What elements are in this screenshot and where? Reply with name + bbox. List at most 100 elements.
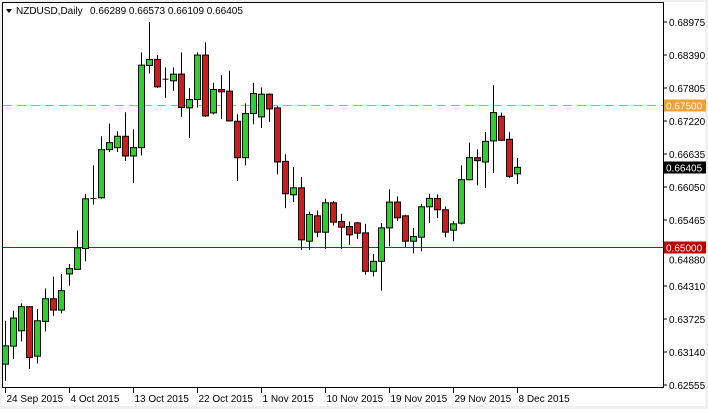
y-tick-label: 0.66635 <box>669 150 706 161</box>
candle <box>98 136 105 199</box>
plot-border <box>2 2 664 388</box>
candle <box>290 167 297 203</box>
candle <box>106 123 113 152</box>
dropdown-triangle-icon[interactable] <box>6 9 12 13</box>
y-tick-label: 0.67805 <box>669 84 706 95</box>
candle <box>154 55 161 88</box>
x-tick-label: 4 Oct 2015 <box>71 394 120 405</box>
candle-body <box>450 223 457 231</box>
candle <box>194 52 201 108</box>
candle <box>186 88 193 138</box>
candle <box>234 114 241 182</box>
candle-body <box>458 179 465 224</box>
candle <box>26 306 33 370</box>
x-tick-label: 19 Nov 2015 <box>391 394 448 405</box>
candle-body <box>98 149 105 199</box>
candle-body <box>338 220 345 228</box>
ohlc-readout: 0.66289 0.66573 0.66109 0.66405 <box>90 6 243 17</box>
x-tick-label: 10 Nov 2015 <box>327 394 384 405</box>
candle <box>114 131 121 152</box>
candle <box>426 193 433 224</box>
candle <box>210 82 217 115</box>
price-level-tag <box>664 99 706 112</box>
candle-body <box>258 93 265 118</box>
candle <box>42 288 49 332</box>
candle <box>250 82 257 125</box>
candle <box>66 263 73 286</box>
candle-body <box>498 115 505 141</box>
candle <box>242 103 249 166</box>
y-tick-label: 0.63725 <box>669 315 706 326</box>
candle-body <box>362 232 369 272</box>
x-tick-label: 22 Oct 2015 <box>199 394 254 405</box>
candle-body <box>122 135 129 157</box>
candle-body <box>346 226 353 236</box>
candle <box>306 211 313 250</box>
candle-body <box>298 187 305 241</box>
candle-body <box>490 112 497 142</box>
candle <box>90 165 97 205</box>
candle-body <box>106 142 113 151</box>
price-level-tag <box>664 241 706 254</box>
candle <box>482 131 489 189</box>
candle-body <box>218 89 225 93</box>
candle <box>314 210 321 238</box>
candle-body <box>330 202 337 223</box>
candle <box>362 223 369 275</box>
y-tick-label: 0.68390 <box>669 51 706 62</box>
y-tick-label: 0.64310 <box>669 282 706 293</box>
candle <box>322 198 329 249</box>
candle <box>474 149 481 186</box>
candle-body <box>42 298 49 322</box>
candle <box>338 213 345 249</box>
candle-body <box>434 197 441 211</box>
candle-body <box>74 247 81 270</box>
candle-body <box>250 93 257 115</box>
candle-body <box>234 120 241 159</box>
candle <box>506 132 513 178</box>
candle-body <box>2 345 9 365</box>
candle <box>394 196 401 222</box>
candle-body <box>50 298 57 311</box>
candle <box>130 129 137 184</box>
candle <box>386 189 393 247</box>
y-tick-label: 0.62555 <box>669 381 706 392</box>
candle <box>490 85 497 174</box>
candle <box>170 67 177 91</box>
candle <box>2 320 9 381</box>
candle <box>74 230 81 270</box>
y-tick-label: 0.64880 <box>669 256 706 267</box>
candle-body <box>194 54 201 101</box>
candle-body <box>514 166 521 175</box>
current-price-label: 0.66405 <box>666 164 703 175</box>
candle <box>10 310 17 360</box>
candle <box>18 303 25 342</box>
candle-body <box>34 320 41 357</box>
candle <box>442 206 449 238</box>
candle-body <box>378 227 385 262</box>
x-tick-label: 13 Oct 2015 <box>135 394 190 405</box>
candle-body <box>322 202 329 233</box>
y-tick-label: 0.66050 <box>669 183 706 194</box>
symbol-label: NZDUSD,Daily <box>16 6 83 17</box>
y-tick-label: 0.68975 <box>669 18 706 29</box>
candle-body <box>306 213 313 242</box>
candle <box>34 309 41 364</box>
chart-background <box>2 2 705 406</box>
candle <box>274 106 281 175</box>
candle-body <box>58 290 65 311</box>
candle-body <box>402 215 409 242</box>
candle <box>330 201 337 226</box>
candle-body <box>394 201 401 219</box>
candle-body <box>82 198 89 250</box>
candle-body <box>242 113 249 159</box>
candle-body <box>202 54 209 117</box>
candle-body <box>290 187 297 196</box>
candle <box>218 75 225 119</box>
candle <box>466 142 473 181</box>
candle-body <box>426 197 433 208</box>
candle-body <box>226 90 233 122</box>
candle <box>458 165 465 225</box>
candle <box>58 273 65 314</box>
